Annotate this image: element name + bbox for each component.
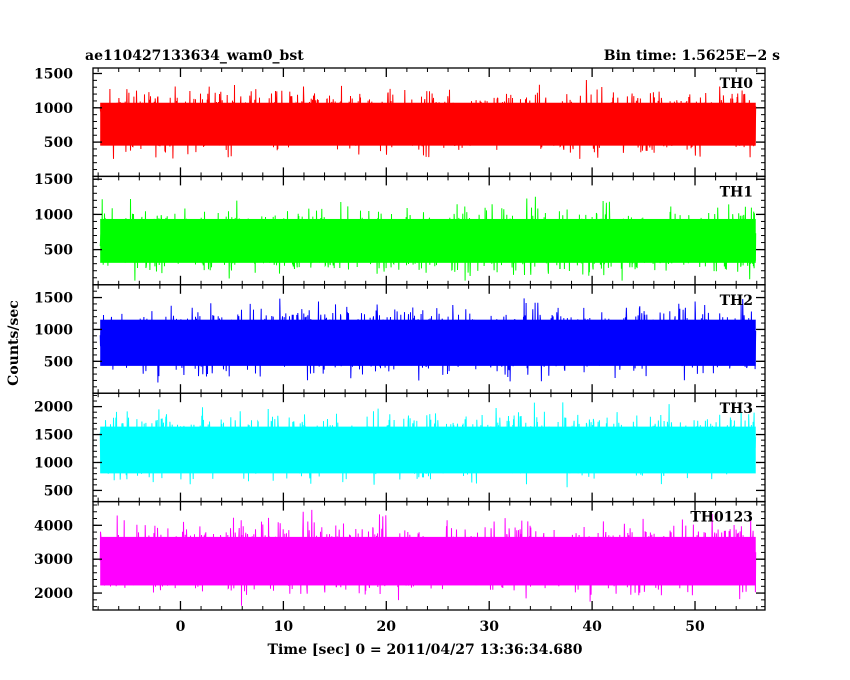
panel-th0: 500 1000 1500 TH0 [34, 66, 766, 178]
series-th1-core [100, 218, 756, 263]
y-tick-label: 1500 [34, 66, 73, 82]
series-th0123-core [100, 536, 756, 586]
chart-title-right: Bin time: 1.5625E−2 s [604, 48, 780, 64]
panel-label: TH2 [720, 293, 753, 309]
y-tick-label: 1000 [34, 322, 73, 338]
x-tick-label: 20 [377, 619, 397, 635]
series-th3-core [100, 426, 756, 474]
chart-title-left: ae110427133634_wam0_bst [85, 48, 304, 64]
y-tick-label: 4000 [34, 518, 73, 534]
y-tick-label: 1000 [34, 455, 73, 471]
y-tick-label: 500 [44, 483, 73, 499]
x-tick-label: 40 [582, 619, 602, 635]
y-tick-label: 1500 [34, 172, 73, 188]
y-tick-label: 1500 [34, 291, 73, 307]
y-tick-label: 500 [44, 135, 73, 151]
x-tick-label: 30 [479, 619, 499, 635]
y-tick-label: 1500 [34, 428, 73, 444]
panel-th1: 500 1000 1500 TH1 [34, 172, 766, 286]
y-tick-label: 2000 [34, 586, 73, 602]
panel-th0123: 2000 3000 4000 TH0123 [34, 500, 766, 611]
series-th0-core [100, 102, 756, 146]
panel-label: TH3 [720, 401, 753, 417]
x-tick-label: 0 [176, 619, 186, 635]
x-tick-label: 50 [685, 619, 705, 635]
y-tick-label: 1000 [34, 207, 73, 223]
y-tick-label: 1000 [34, 101, 73, 117]
y-tick-label: 500 [44, 243, 73, 259]
y-tick-label: 2000 [34, 400, 73, 416]
y-axis-label: Counts/sec [6, 300, 22, 386]
x-axis-label: Time [sec] 0 = 2011/04/27 13:36:34.680 [268, 642, 583, 658]
panel-frame [92, 500, 766, 611]
x-tick-label: 10 [274, 619, 294, 635]
panel-label: TH0123 [690, 510, 753, 526]
panel-th3: 500 1000 1500 2000 TH3 [34, 392, 766, 503]
panel-label: TH1 [720, 184, 753, 200]
panel-label: TH0 [720, 76, 754, 92]
y-tick-label: 3000 [34, 552, 73, 568]
panel-th2: 500 1000 1500 TH2 [34, 284, 766, 394]
y-tick-label: 500 [44, 354, 73, 370]
series-th2-core [100, 319, 756, 366]
